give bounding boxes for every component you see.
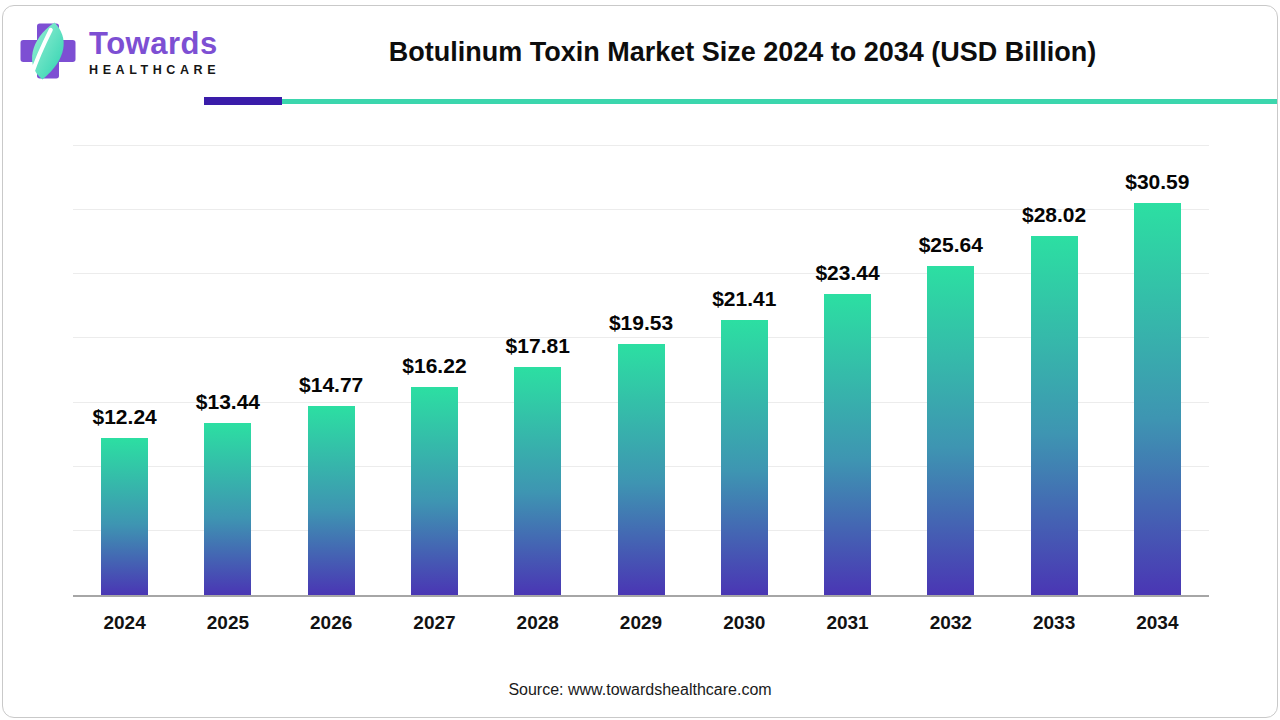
bar-2028 xyxy=(514,367,561,595)
source-credit: Source: www.towardshealthcare.com xyxy=(3,681,1277,699)
bar-2034 xyxy=(1134,203,1181,595)
bar-value-label: $21.41 xyxy=(712,287,776,311)
brand-logo: Towards HEALTHCARE xyxy=(15,18,220,84)
x-axis-tick-label: 2028 xyxy=(517,612,559,634)
bar-value-label: $16.22 xyxy=(402,354,466,378)
header-divider-line xyxy=(282,99,1277,104)
bar-value-label: $14.77 xyxy=(299,373,363,397)
bar-2033 xyxy=(1031,236,1078,595)
x-axis-tick-label: 2025 xyxy=(207,612,249,634)
brand-name: Towards xyxy=(89,28,220,59)
infographic-card: Towards HEALTHCARE Botulinum Toxin Marke… xyxy=(2,5,1278,718)
x-axis-tick-label: 2031 xyxy=(826,612,868,634)
gridline xyxy=(73,145,1209,146)
bar-2026 xyxy=(308,406,355,595)
bar-2032 xyxy=(927,266,974,595)
bar-2027 xyxy=(411,387,458,595)
bar-value-label: $19.53 xyxy=(609,311,673,335)
bar-value-label: $30.59 xyxy=(1125,170,1189,194)
bar-2025 xyxy=(204,423,251,595)
cross-leaf-icon xyxy=(15,18,81,84)
x-axis-tick-label: 2027 xyxy=(413,612,455,634)
bar-2031 xyxy=(824,294,871,595)
x-axis-tick-label: 2033 xyxy=(1033,612,1075,634)
brand-wordmark: Towards HEALTHCARE xyxy=(89,28,220,77)
bar-value-label: $28.02 xyxy=(1022,203,1086,227)
bar-2030 xyxy=(721,320,768,595)
bar-2024 xyxy=(101,438,148,595)
x-axis-tick-label: 2032 xyxy=(930,612,972,634)
x-axis-tick-label: 2034 xyxy=(1136,612,1178,634)
x-axis-tick-label: 2026 xyxy=(310,612,352,634)
x-axis-tick-label: 2030 xyxy=(723,612,765,634)
bar-value-label: $25.64 xyxy=(919,233,983,257)
x-axis-tick-label: 2024 xyxy=(103,612,145,634)
header-divider-accent xyxy=(204,97,282,105)
x-axis-tick-label: 2029 xyxy=(620,612,662,634)
brand-tagline: HEALTHCARE xyxy=(89,63,220,77)
bar-value-label: $17.81 xyxy=(506,334,570,358)
bar-2029 xyxy=(618,344,665,595)
chart-title: Botulinum Toxin Market Size 2024 to 2034… xyxy=(238,37,1247,68)
bar-value-label: $12.24 xyxy=(93,405,157,429)
bar-chart-plot-area: $12.242024$13.442025$14.772026$16.222027… xyxy=(73,146,1209,597)
bar-value-label: $13.44 xyxy=(196,390,260,414)
bar-value-label: $23.44 xyxy=(815,261,879,285)
